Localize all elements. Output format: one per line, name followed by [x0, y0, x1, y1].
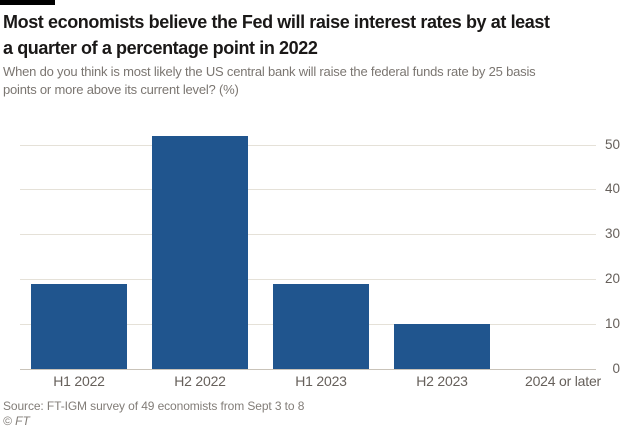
ft-top-rule — [0, 0, 55, 5]
chart-title-line-2: a quarter of a percentage point in 2022 — [3, 38, 318, 58]
x-axis-baseline — [20, 369, 596, 370]
y-axis-tick-label-0: 0 — [612, 361, 620, 376]
y-axis-tick-label-40: 40 — [604, 181, 620, 197]
bar-h1-2023 — [273, 284, 369, 369]
gridline-30 — [20, 234, 596, 236]
chart-title: Most economists believe the Fed will rai… — [3, 9, 550, 61]
source-note: Source: FT-IGM survey of 49 economists f… — [3, 399, 305, 413]
gridline-50 — [20, 144, 596, 146]
gridline-20 — [20, 279, 596, 281]
y-axis-tick-label-10: 10 — [604, 316, 620, 332]
chart-title-line-1: Most economists believe the Fed will rai… — [3, 12, 550, 32]
chart-subtitle-line-1: When do you think is most likely the US … — [3, 64, 536, 79]
y-axis-tick-label-30: 30 — [604, 226, 620, 242]
bar-h2-2023 — [394, 324, 490, 369]
chart-subtitle: When do you think is most likely the US … — [3, 63, 536, 99]
y-axis-tick-label-20: 20 — [604, 271, 620, 287]
ft-copyright: © FT — [3, 414, 30, 428]
chart-subtitle-line-2: points or more above its current level? … — [3, 82, 239, 97]
x-axis-category-label-h1-2022: H1 2022 — [53, 373, 105, 389]
x-axis-category-label-h1-2023: H1 2023 — [295, 373, 347, 389]
bar-h1-2022 — [31, 284, 127, 369]
gridline-40 — [20, 189, 596, 191]
x-axis-category-label-2024-or-later: 2024 or later — [524, 373, 601, 389]
y-axis-tick-label-50: 50 — [604, 136, 620, 152]
bar-h2-2022 — [152, 136, 248, 369]
x-axis-category-label-h2-2022: H2 2022 — [174, 373, 226, 389]
x-axis-category-label-h2-2023: H2 2023 — [416, 373, 468, 389]
